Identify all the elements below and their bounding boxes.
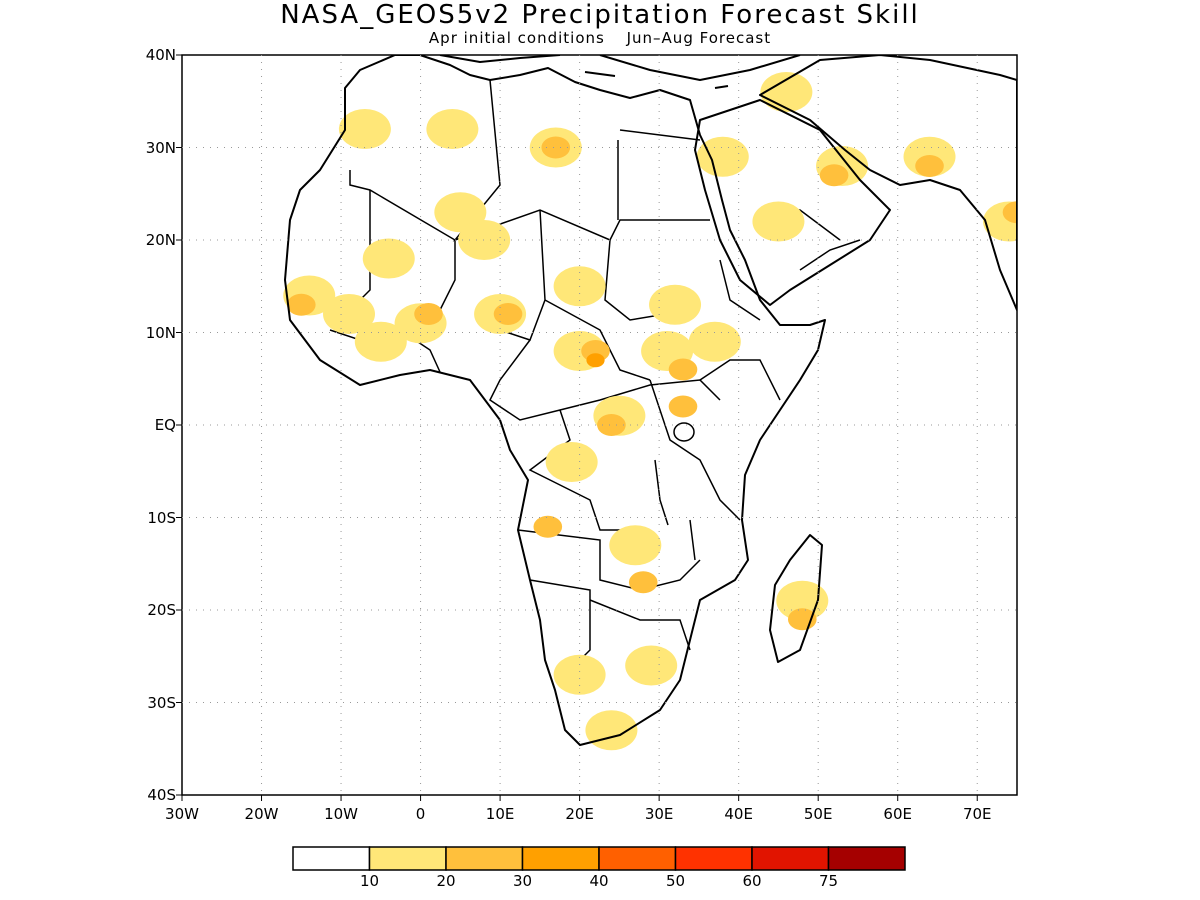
skill-patch xyxy=(668,395,698,418)
iran-south-asia xyxy=(759,55,1017,311)
country-borders xyxy=(329,79,861,661)
lake-victoria xyxy=(673,422,695,442)
map-subtitle: Apr initial conditions Jun–Aug Forecast xyxy=(0,29,1200,47)
lakes xyxy=(654,422,696,561)
lat-tick-label: 20N xyxy=(145,231,176,249)
skill-patch xyxy=(426,109,479,149)
colorbar-label: 75 xyxy=(818,872,839,890)
colorbar-label: 20 xyxy=(436,872,456,890)
skill-patch xyxy=(545,442,598,482)
lat-tick-label: EQ xyxy=(154,416,176,434)
skill-patch xyxy=(414,303,443,325)
lon-tick-label: 50E xyxy=(803,805,833,823)
skill-patch xyxy=(286,293,316,316)
lake-malawi xyxy=(689,519,696,561)
skill-patch xyxy=(819,164,849,187)
lon-tick-label: 0 xyxy=(415,805,426,823)
cyprus-crete xyxy=(584,71,729,89)
lon-tick-label: 10W xyxy=(324,805,358,823)
europe-coast xyxy=(439,55,801,81)
skill-patch xyxy=(586,353,605,368)
africa-coastline xyxy=(284,55,826,746)
lon-tick-label: 30E xyxy=(644,805,674,823)
skill-patch xyxy=(458,220,511,260)
skill-patch xyxy=(752,201,805,242)
skill-patch xyxy=(688,321,741,362)
lake-tanganyika xyxy=(654,459,669,526)
lat-tick-label: 20S xyxy=(147,601,176,619)
landmass xyxy=(284,55,1017,746)
skill-patch xyxy=(493,303,523,325)
skill-patch xyxy=(696,136,749,177)
colorbar-label: 60 xyxy=(742,872,762,890)
skill-patch xyxy=(1002,201,1017,224)
skill-patch xyxy=(776,580,829,621)
colorbar-swatch xyxy=(674,846,753,871)
lon-tick-label: 70E xyxy=(962,805,992,823)
skill-patch xyxy=(915,155,944,177)
lat-tick-label: 10N xyxy=(145,323,176,342)
colorbar-swatch xyxy=(521,846,600,871)
colorbar-swatch xyxy=(598,846,677,871)
colorbar-label: 40 xyxy=(589,872,609,890)
graticule xyxy=(176,54,1017,801)
lat-tick-label: 40N xyxy=(145,46,176,64)
skill-patch xyxy=(609,525,662,566)
skill-patch xyxy=(625,645,678,686)
colorbar-label: 30 xyxy=(512,872,533,890)
map-title: NASA_GEOS5v2 Precipitation Forecast Skil… xyxy=(280,0,920,30)
lon-tick-label: 10E xyxy=(485,805,515,823)
colorbar-swatch xyxy=(292,846,371,871)
skill-patch xyxy=(323,294,375,334)
lon-tick-label: 60E xyxy=(883,805,912,823)
madagascar xyxy=(769,534,823,663)
colorbar xyxy=(292,846,906,871)
lat-tick-label: 10S xyxy=(147,508,176,527)
skill-shading xyxy=(283,72,1017,751)
map-area xyxy=(283,55,1017,751)
skill-patch xyxy=(338,109,391,149)
colorbar-label: 10 xyxy=(359,872,380,890)
skill-patch xyxy=(760,72,813,112)
lat-tick-label: 40S xyxy=(147,786,176,804)
arabia xyxy=(694,99,891,306)
skill-patch xyxy=(553,654,606,695)
skill-patch xyxy=(585,710,638,751)
skill-patch xyxy=(668,358,698,381)
skill-patch xyxy=(541,136,571,159)
initial-conditions-label: Apr initial conditions xyxy=(428,29,605,47)
lon-tick-label: 20W xyxy=(244,805,279,823)
lon-tick-label: 30W xyxy=(165,805,199,823)
lon-tick-label: 40E xyxy=(724,805,753,823)
skill-patch xyxy=(362,238,415,279)
colorbar-swatch xyxy=(827,846,906,871)
skill-patch xyxy=(787,608,817,631)
skill-patch xyxy=(628,571,658,594)
skill-patch xyxy=(597,414,626,436)
colorbar-swatch xyxy=(445,846,524,871)
lat-tick-label: 30N xyxy=(145,138,176,157)
lat-tick-label: 30S xyxy=(147,693,176,712)
colorbar-swatch xyxy=(751,846,830,871)
forecast-period-label: Jun–Aug Forecast xyxy=(626,29,772,47)
lon-tick-label: 20E xyxy=(565,805,594,823)
colorbar-swatch xyxy=(368,846,447,871)
skill-patch xyxy=(649,284,702,325)
skill-patch xyxy=(354,321,407,362)
skill-patch xyxy=(533,515,563,538)
colorbar-label: 50 xyxy=(665,872,686,890)
